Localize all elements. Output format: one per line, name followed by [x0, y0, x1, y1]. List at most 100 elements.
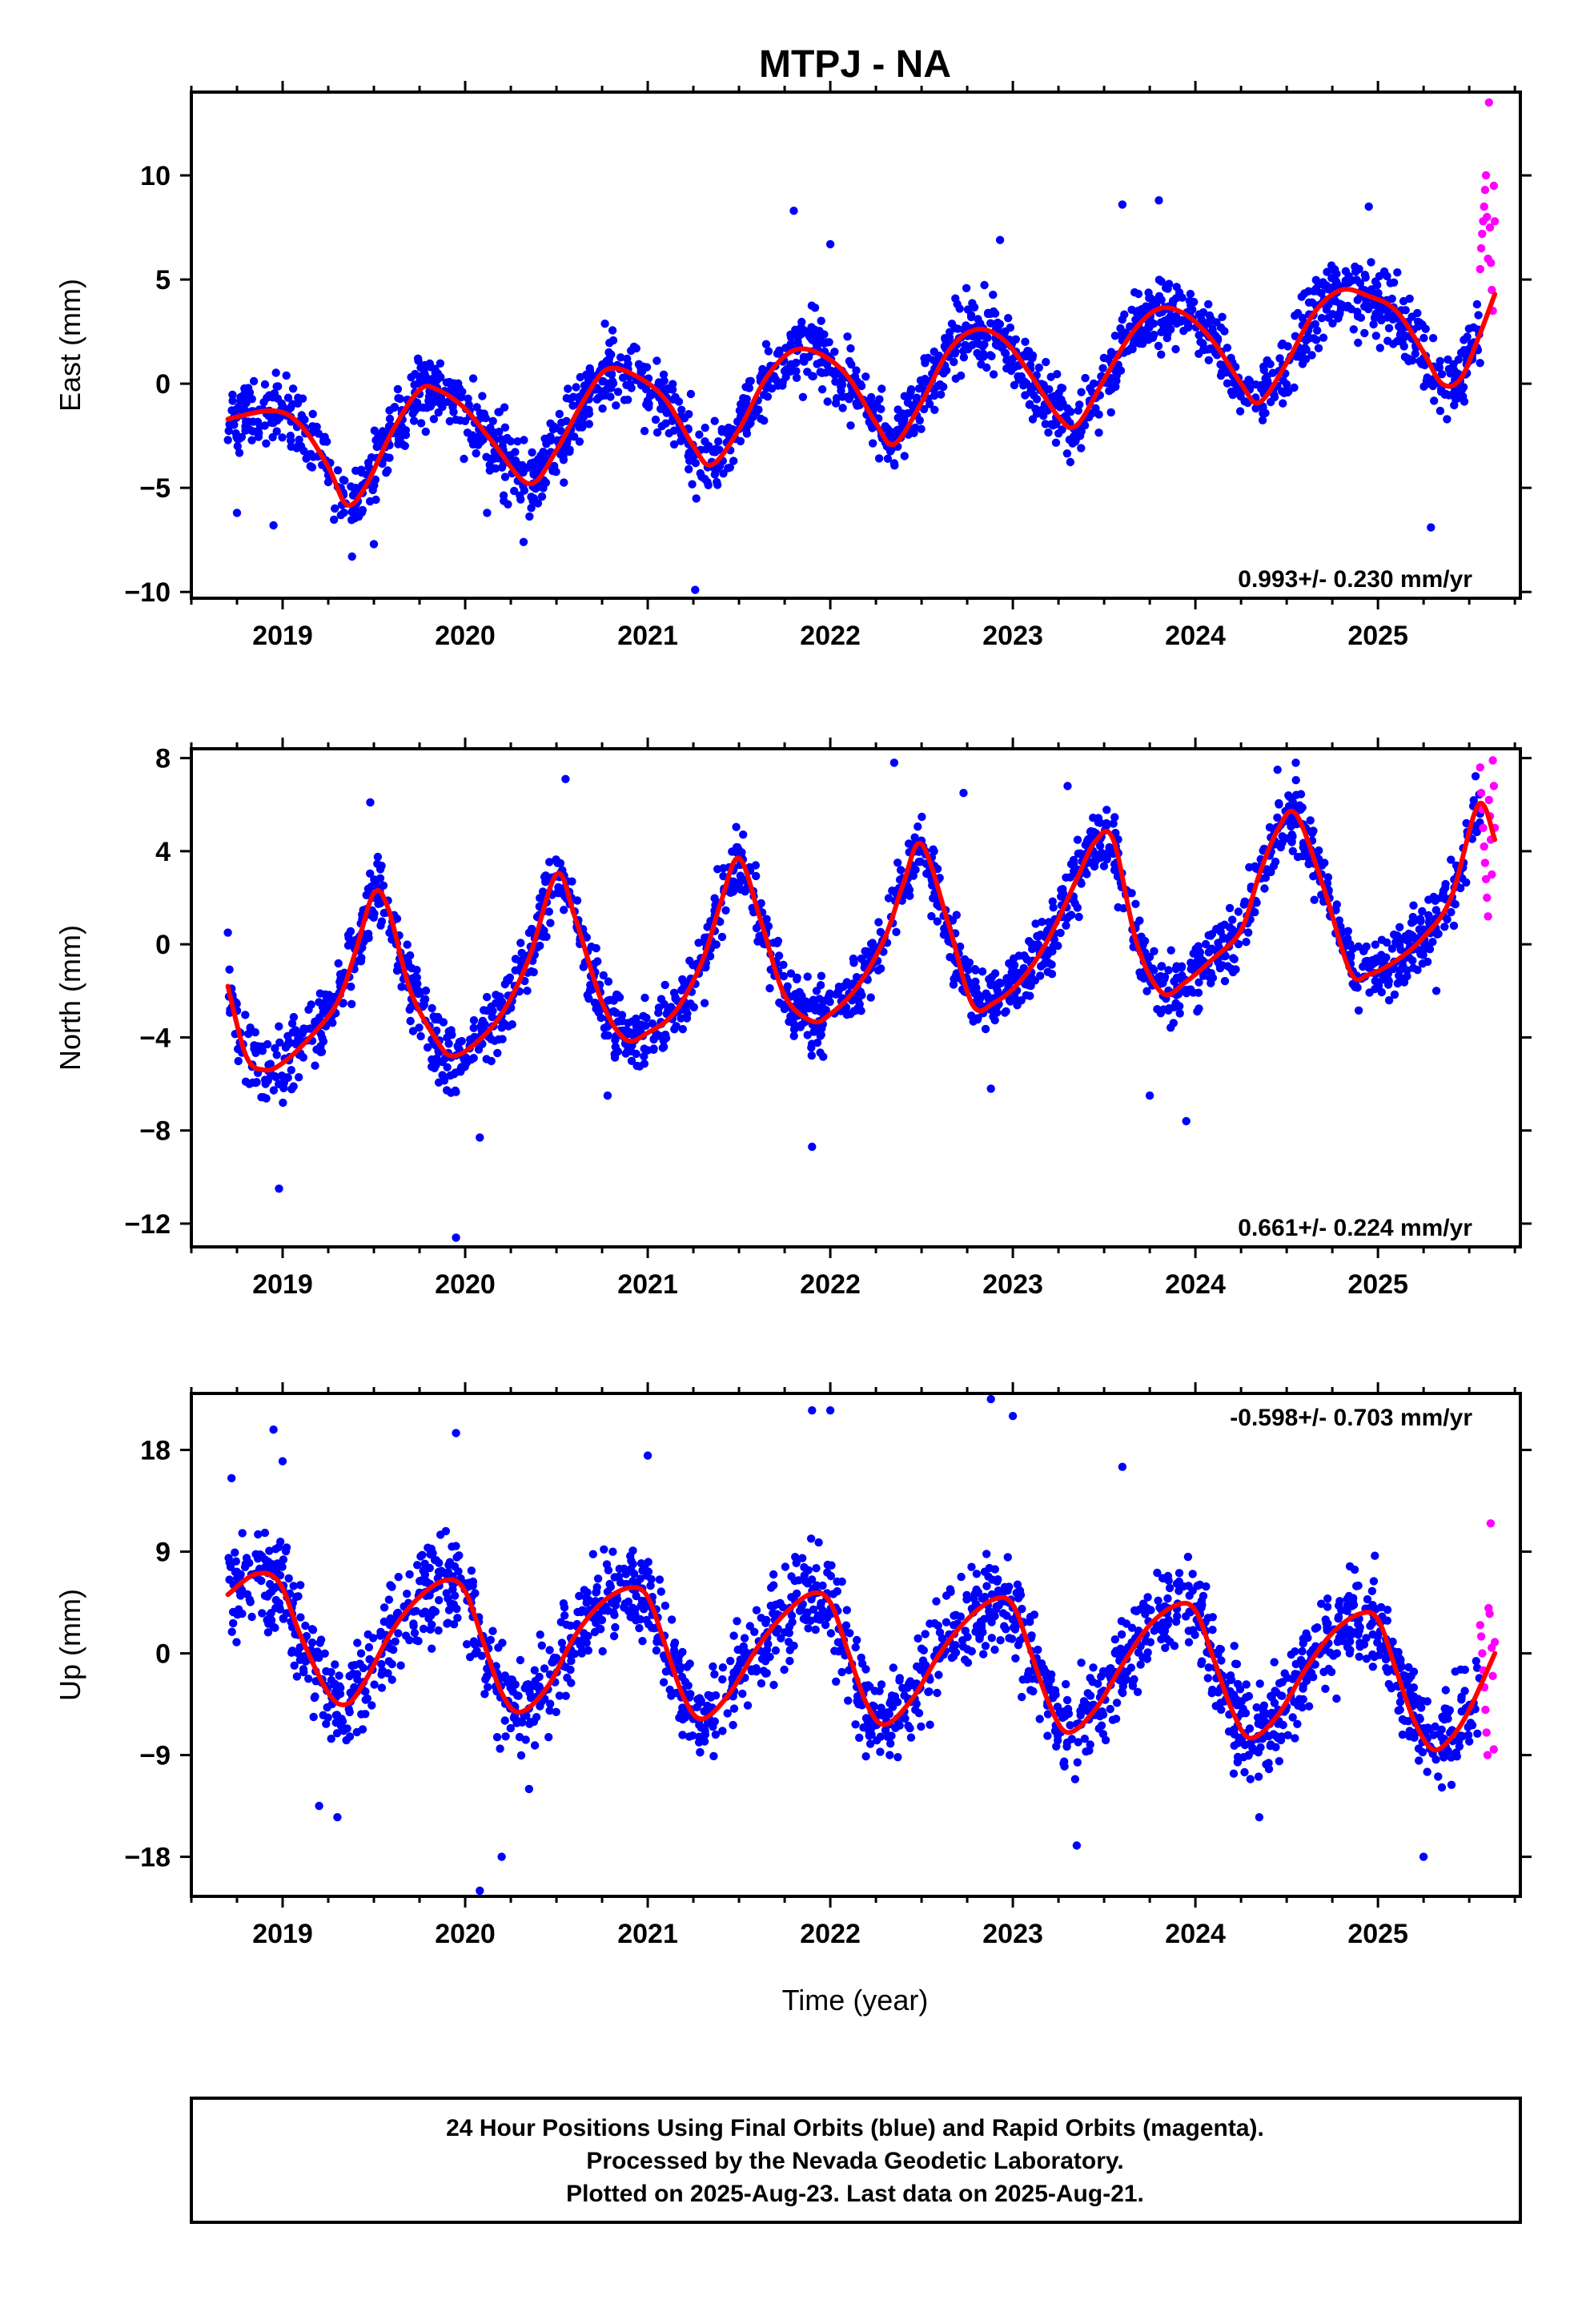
east-final-point — [1176, 317, 1186, 326]
east-final-point — [279, 402, 287, 411]
east-final-point — [906, 388, 915, 396]
east-x-tick-label: 2024 — [1165, 621, 1226, 651]
north-final-point — [1172, 962, 1181, 971]
north-final-point — [678, 975, 687, 984]
north-final-point — [474, 1045, 484, 1054]
up-final-point — [307, 1638, 317, 1647]
north-rapid-point — [1480, 842, 1488, 851]
north-final-point — [373, 852, 383, 862]
up-final-point — [1133, 1687, 1142, 1696]
east-final-point — [1375, 344, 1385, 352]
north-final-point — [1228, 915, 1237, 924]
north-final-point — [1219, 934, 1228, 943]
east-final-point — [861, 372, 870, 381]
north-final-point — [289, 1012, 299, 1022]
east-final-point — [416, 419, 426, 428]
east-final-point — [478, 392, 487, 400]
east-final-point — [1077, 388, 1086, 396]
north-final-point — [1393, 979, 1403, 988]
east-x-tick-label: 2020 — [435, 621, 496, 651]
north-final-point — [1225, 903, 1235, 913]
north-model-curve — [225, 800, 1498, 1073]
north-outlier-point — [1291, 758, 1300, 767]
east-final-point — [1268, 368, 1278, 377]
north-final-point — [1154, 973, 1163, 982]
north-outlier-point — [1273, 766, 1282, 774]
up-final-point — [367, 1701, 376, 1710]
up-final-point — [1409, 1667, 1419, 1676]
north-final-point — [592, 943, 600, 953]
east-final-point — [564, 384, 572, 393]
east-final-point — [930, 391, 939, 400]
north-final-point — [817, 1031, 825, 1039]
east-final-point — [1351, 267, 1360, 276]
east-final-point — [525, 512, 534, 521]
north-final-point — [1419, 951, 1427, 959]
east-final-point — [319, 434, 328, 443]
north-rapid-point — [1489, 782, 1499, 790]
north-final-point — [366, 869, 375, 879]
east-final-point — [413, 354, 423, 363]
north-final-point — [1135, 916, 1144, 925]
east-final-point — [941, 334, 950, 343]
north-rapid-point — [1488, 870, 1496, 879]
up-final-point — [358, 1725, 367, 1734]
east-final-point — [857, 381, 866, 391]
north-final-point — [334, 959, 343, 968]
north-final-point — [600, 1031, 609, 1040]
east-final-point — [1041, 420, 1050, 428]
north-final-point — [1038, 918, 1046, 927]
east-final-point — [1413, 308, 1422, 318]
up-final-point — [1441, 1686, 1451, 1695]
east-final-point — [1216, 371, 1226, 380]
north-outlier-point — [1182, 1116, 1191, 1126]
east-final-point — [434, 408, 443, 417]
east-rapid-point — [1484, 98, 1494, 107]
east-final-point — [1309, 287, 1319, 296]
east-final-point — [1080, 421, 1090, 430]
east-final-point — [1179, 327, 1188, 336]
east-final-point — [957, 371, 966, 380]
up-final-point — [798, 1554, 807, 1562]
east-final-point — [1227, 353, 1235, 363]
east-final-point — [568, 401, 577, 410]
east-final-point — [1188, 305, 1197, 314]
east-final-point — [347, 516, 356, 525]
east-final-point — [1344, 278, 1354, 287]
north-final-point — [956, 942, 965, 951]
east-final-point — [942, 366, 951, 375]
east-outlier-point — [691, 585, 700, 594]
east-final-point — [635, 360, 644, 369]
north-final-point — [328, 1019, 337, 1027]
east-final-point — [1367, 285, 1376, 294]
east-final-point — [559, 452, 568, 460]
east-final-point — [897, 418, 907, 428]
north-final-point — [1346, 939, 1355, 949]
north-final-point — [1415, 915, 1425, 923]
up-final-point — [981, 1642, 990, 1651]
east-final-point — [616, 353, 625, 362]
east-final-point — [351, 489, 359, 497]
north-final-point — [752, 871, 761, 881]
north-final-point — [654, 1008, 663, 1017]
north-final-point — [444, 1027, 453, 1036]
north-final-point — [1307, 829, 1317, 838]
north-final-point — [385, 928, 394, 938]
east-final-point — [1379, 267, 1389, 276]
north-final-point — [1273, 813, 1282, 822]
north-final-point — [346, 939, 355, 947]
east-final-point — [843, 332, 852, 341]
north-final-point — [1242, 938, 1251, 947]
north-y-tick-label: −8 — [139, 1116, 171, 1147]
north-final-point — [625, 1029, 634, 1039]
east-final-point — [1054, 388, 1063, 397]
north-final-point — [1026, 991, 1034, 1000]
east-final-point — [331, 504, 339, 513]
north-ylabel: North (mm) — [54, 925, 86, 1071]
north-final-point — [500, 1019, 509, 1028]
up-final-point — [410, 1628, 420, 1638]
east-final-point — [1335, 308, 1344, 317]
east-final-point — [692, 494, 701, 503]
east-rapid-point — [1485, 223, 1495, 232]
east-final-point — [1371, 332, 1381, 340]
